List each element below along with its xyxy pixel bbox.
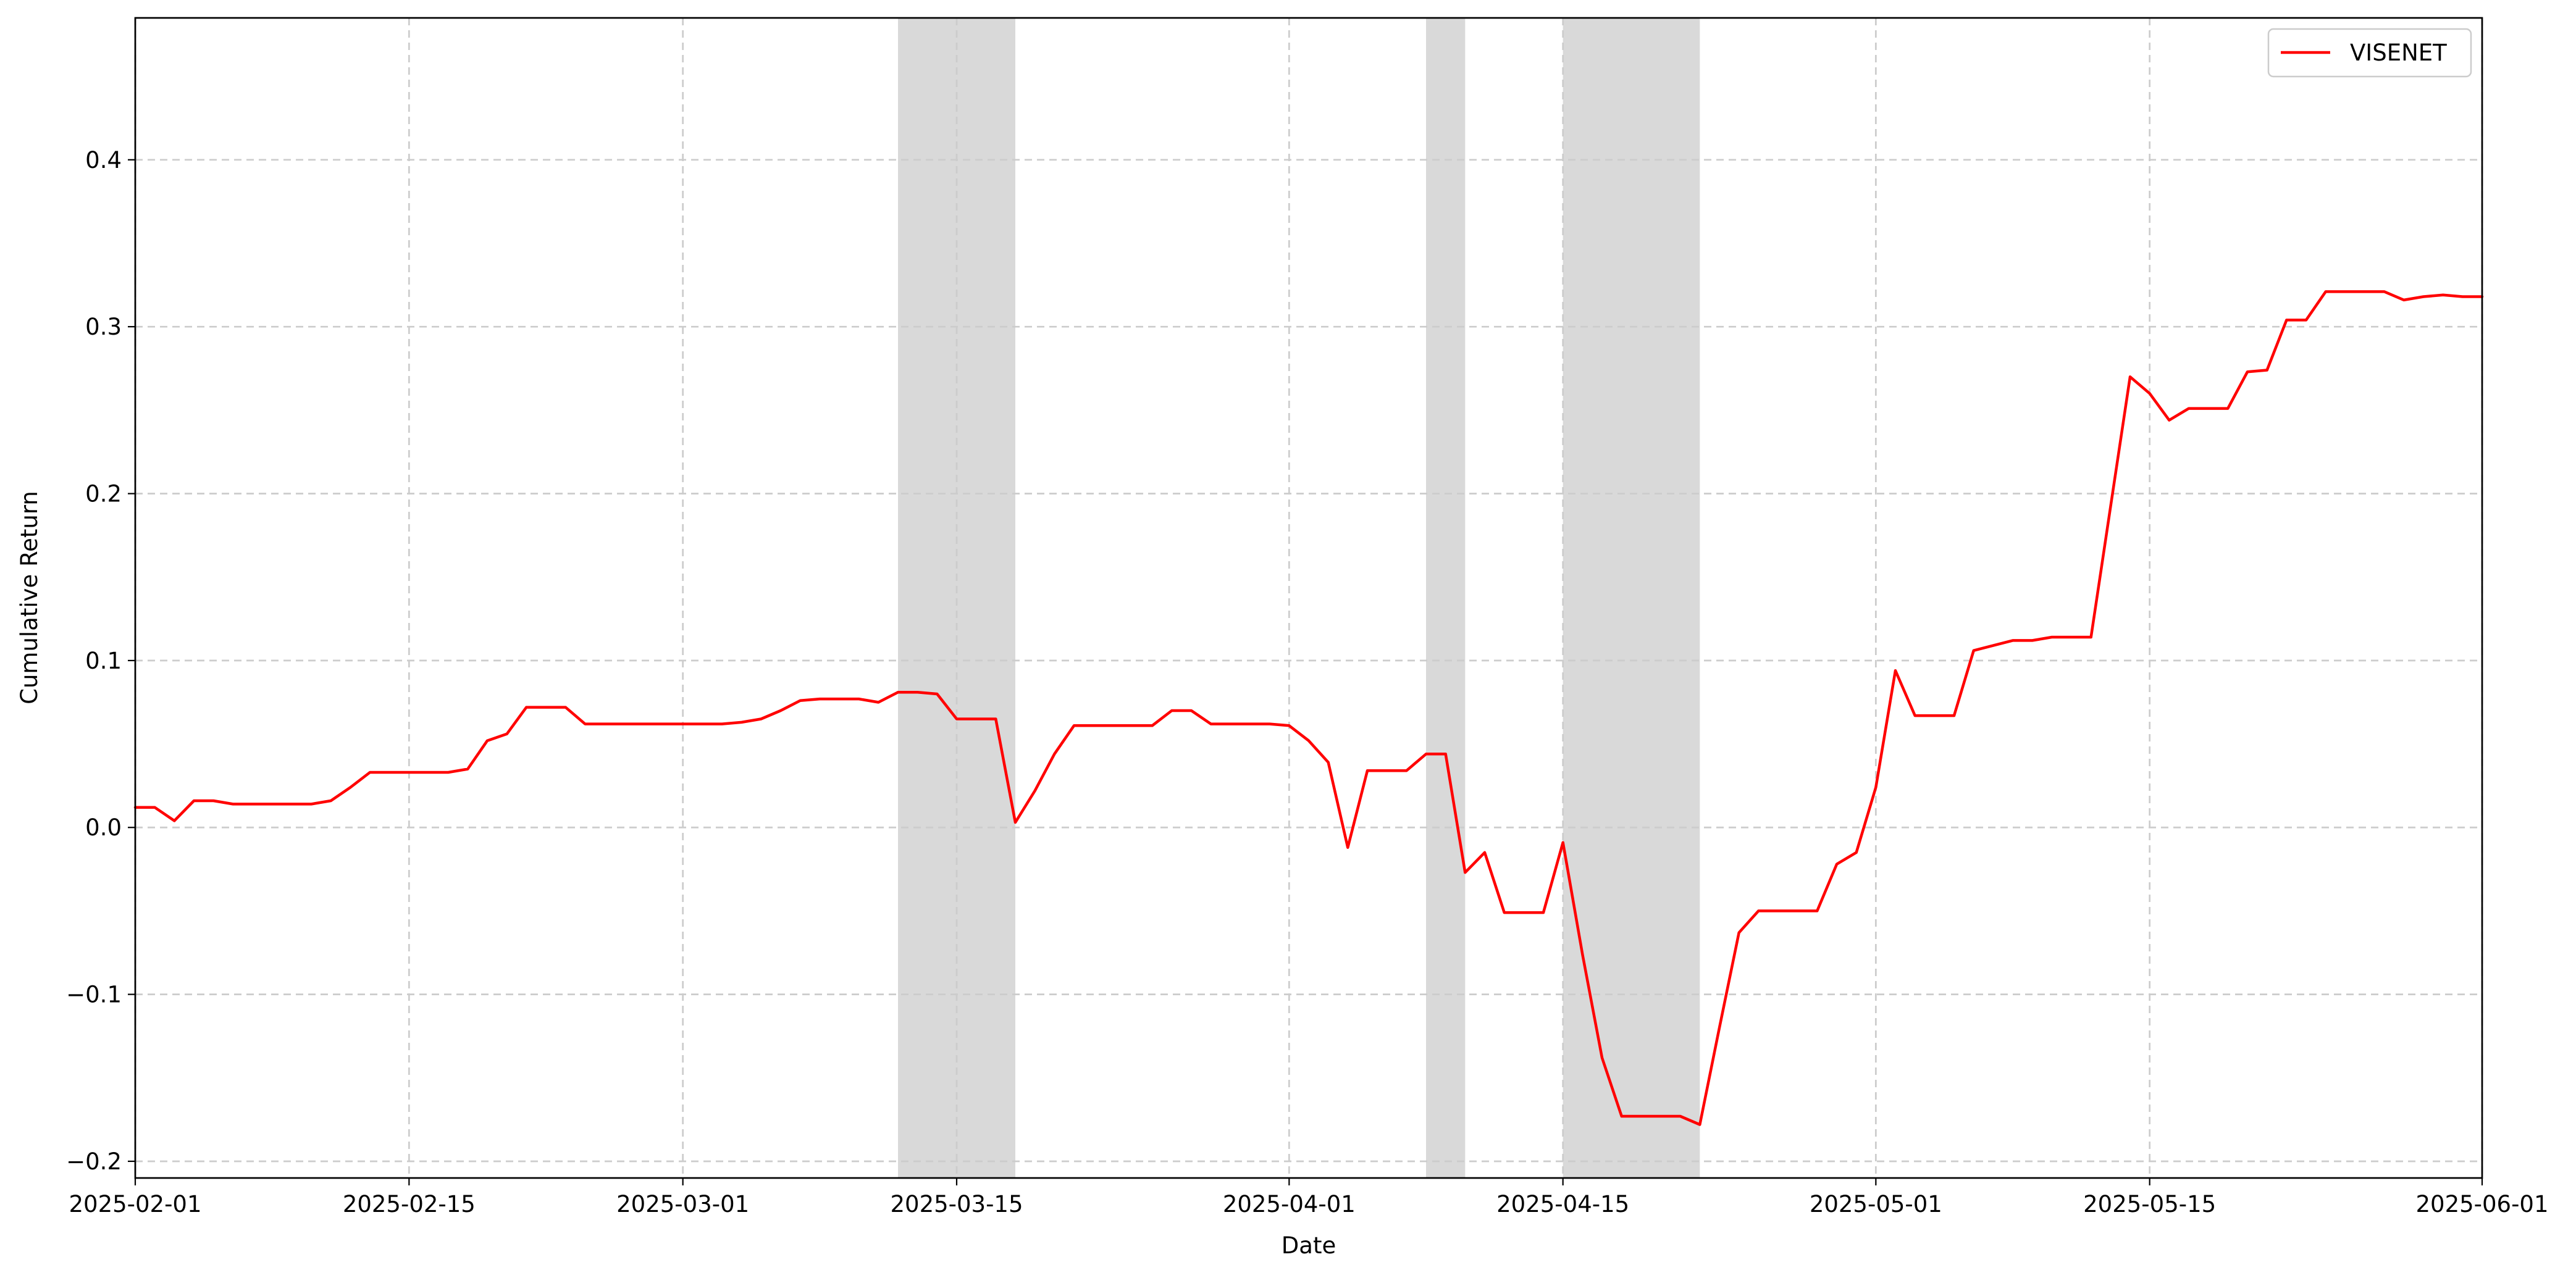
x-tick-label: 2025-05-01: [1810, 1191, 1942, 1217]
series-line-visenet: [133, 290, 2484, 1126]
y-axis: −0.2 −0.1 0.0 0.1 0.2 0.3 0.4: [66, 147, 135, 1175]
series-layer: [133, 290, 2484, 1126]
shaded-period-3: [1563, 18, 1700, 1178]
y-tick-label: −0.1: [66, 982, 122, 1008]
x-tick-label: 2025-02-15: [343, 1191, 476, 1217]
legend: VISENET: [2267, 28, 2472, 78]
legend-box: [2267, 28, 2472, 78]
y-tick-label: 0.3: [85, 314, 122, 340]
plot-frame: [134, 17, 2483, 1179]
x-axis: 2025-02-01 2025-02-15 2025-03-01 2025-03-15…: [69, 1178, 2549, 1217]
y-tick-label: 0.2: [85, 481, 122, 507]
y-tick-label: 0.4: [85, 147, 122, 173]
plot-area-background: [135, 18, 2482, 1178]
y-tick-label: 0.0: [85, 814, 122, 841]
y-tick-label: 0.1: [85, 648, 122, 674]
x-tick-label: 2025-02-01: [69, 1191, 201, 1217]
x-tick-label: 2025-03-01: [616, 1191, 749, 1217]
y-axis-label: Cumulative Return: [16, 491, 43, 704]
shaded-periods: [898, 18, 1700, 1178]
x-tick-label: 2025-06-01: [2415, 1191, 2548, 1217]
x-tick-label: 2025-05-15: [2083, 1191, 2216, 1217]
y-tick-label: −0.2: [66, 1148, 122, 1175]
x-tick-label: 2025-04-01: [1223, 1191, 1356, 1217]
x-tick-label: 2025-03-15: [890, 1191, 1023, 1217]
shaded-period-2: [1426, 18, 1466, 1178]
x-axis-label: Date: [1282, 1232, 1336, 1259]
x-tick-label: 2025-04-15: [1496, 1191, 1629, 1217]
legend-label-visenet: VISENET: [2350, 40, 2447, 66]
